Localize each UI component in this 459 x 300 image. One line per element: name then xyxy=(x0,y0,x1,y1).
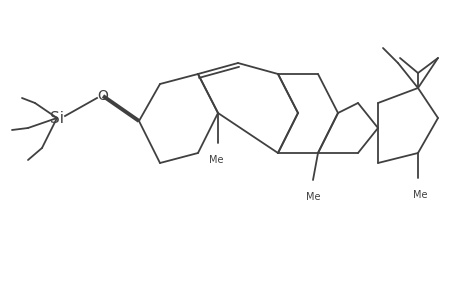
Text: Me: Me xyxy=(305,192,319,202)
Text: Si: Si xyxy=(50,110,64,125)
Text: O: O xyxy=(97,89,108,103)
Text: Me: Me xyxy=(208,155,223,165)
Text: Me: Me xyxy=(412,190,426,200)
